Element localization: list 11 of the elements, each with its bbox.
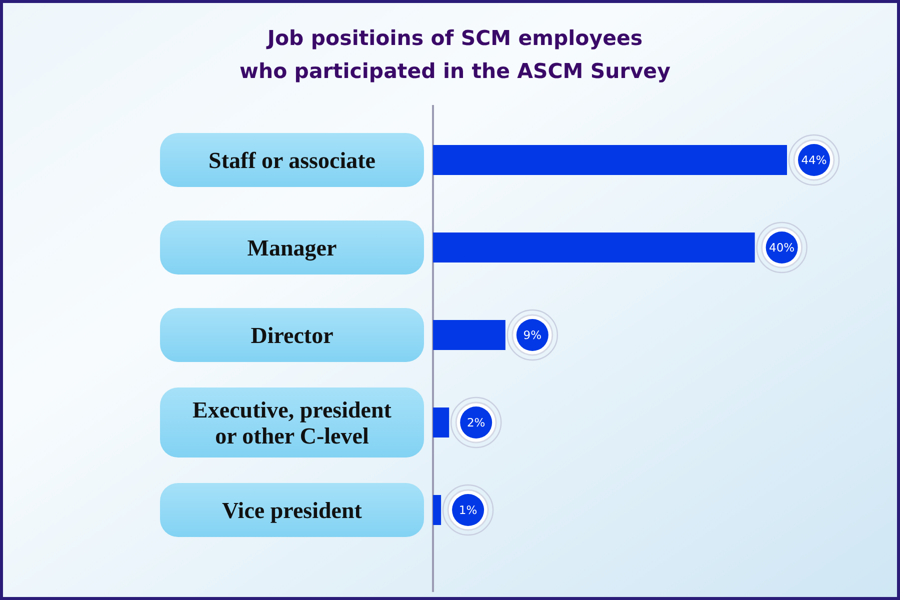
data-label: 40%: [769, 240, 795, 254]
data-label: 9%: [523, 328, 542, 342]
chart-title: Job positioins of SCM employees who participated in the ASCM Survey: [240, 26, 670, 83]
y-tick-label: Executive, president or other C-level: [192, 397, 392, 448]
data-label: 2%: [466, 416, 486, 430]
y-tick-label: Manager: [247, 235, 337, 261]
data-label: 1%: [458, 503, 478, 517]
y-tick-label: Vice president: [222, 498, 362, 522]
y-tick-label: Staff or associate: [208, 148, 376, 172]
data-label: 44%: [801, 153, 827, 167]
y-tick-label: Director: [250, 322, 334, 348]
